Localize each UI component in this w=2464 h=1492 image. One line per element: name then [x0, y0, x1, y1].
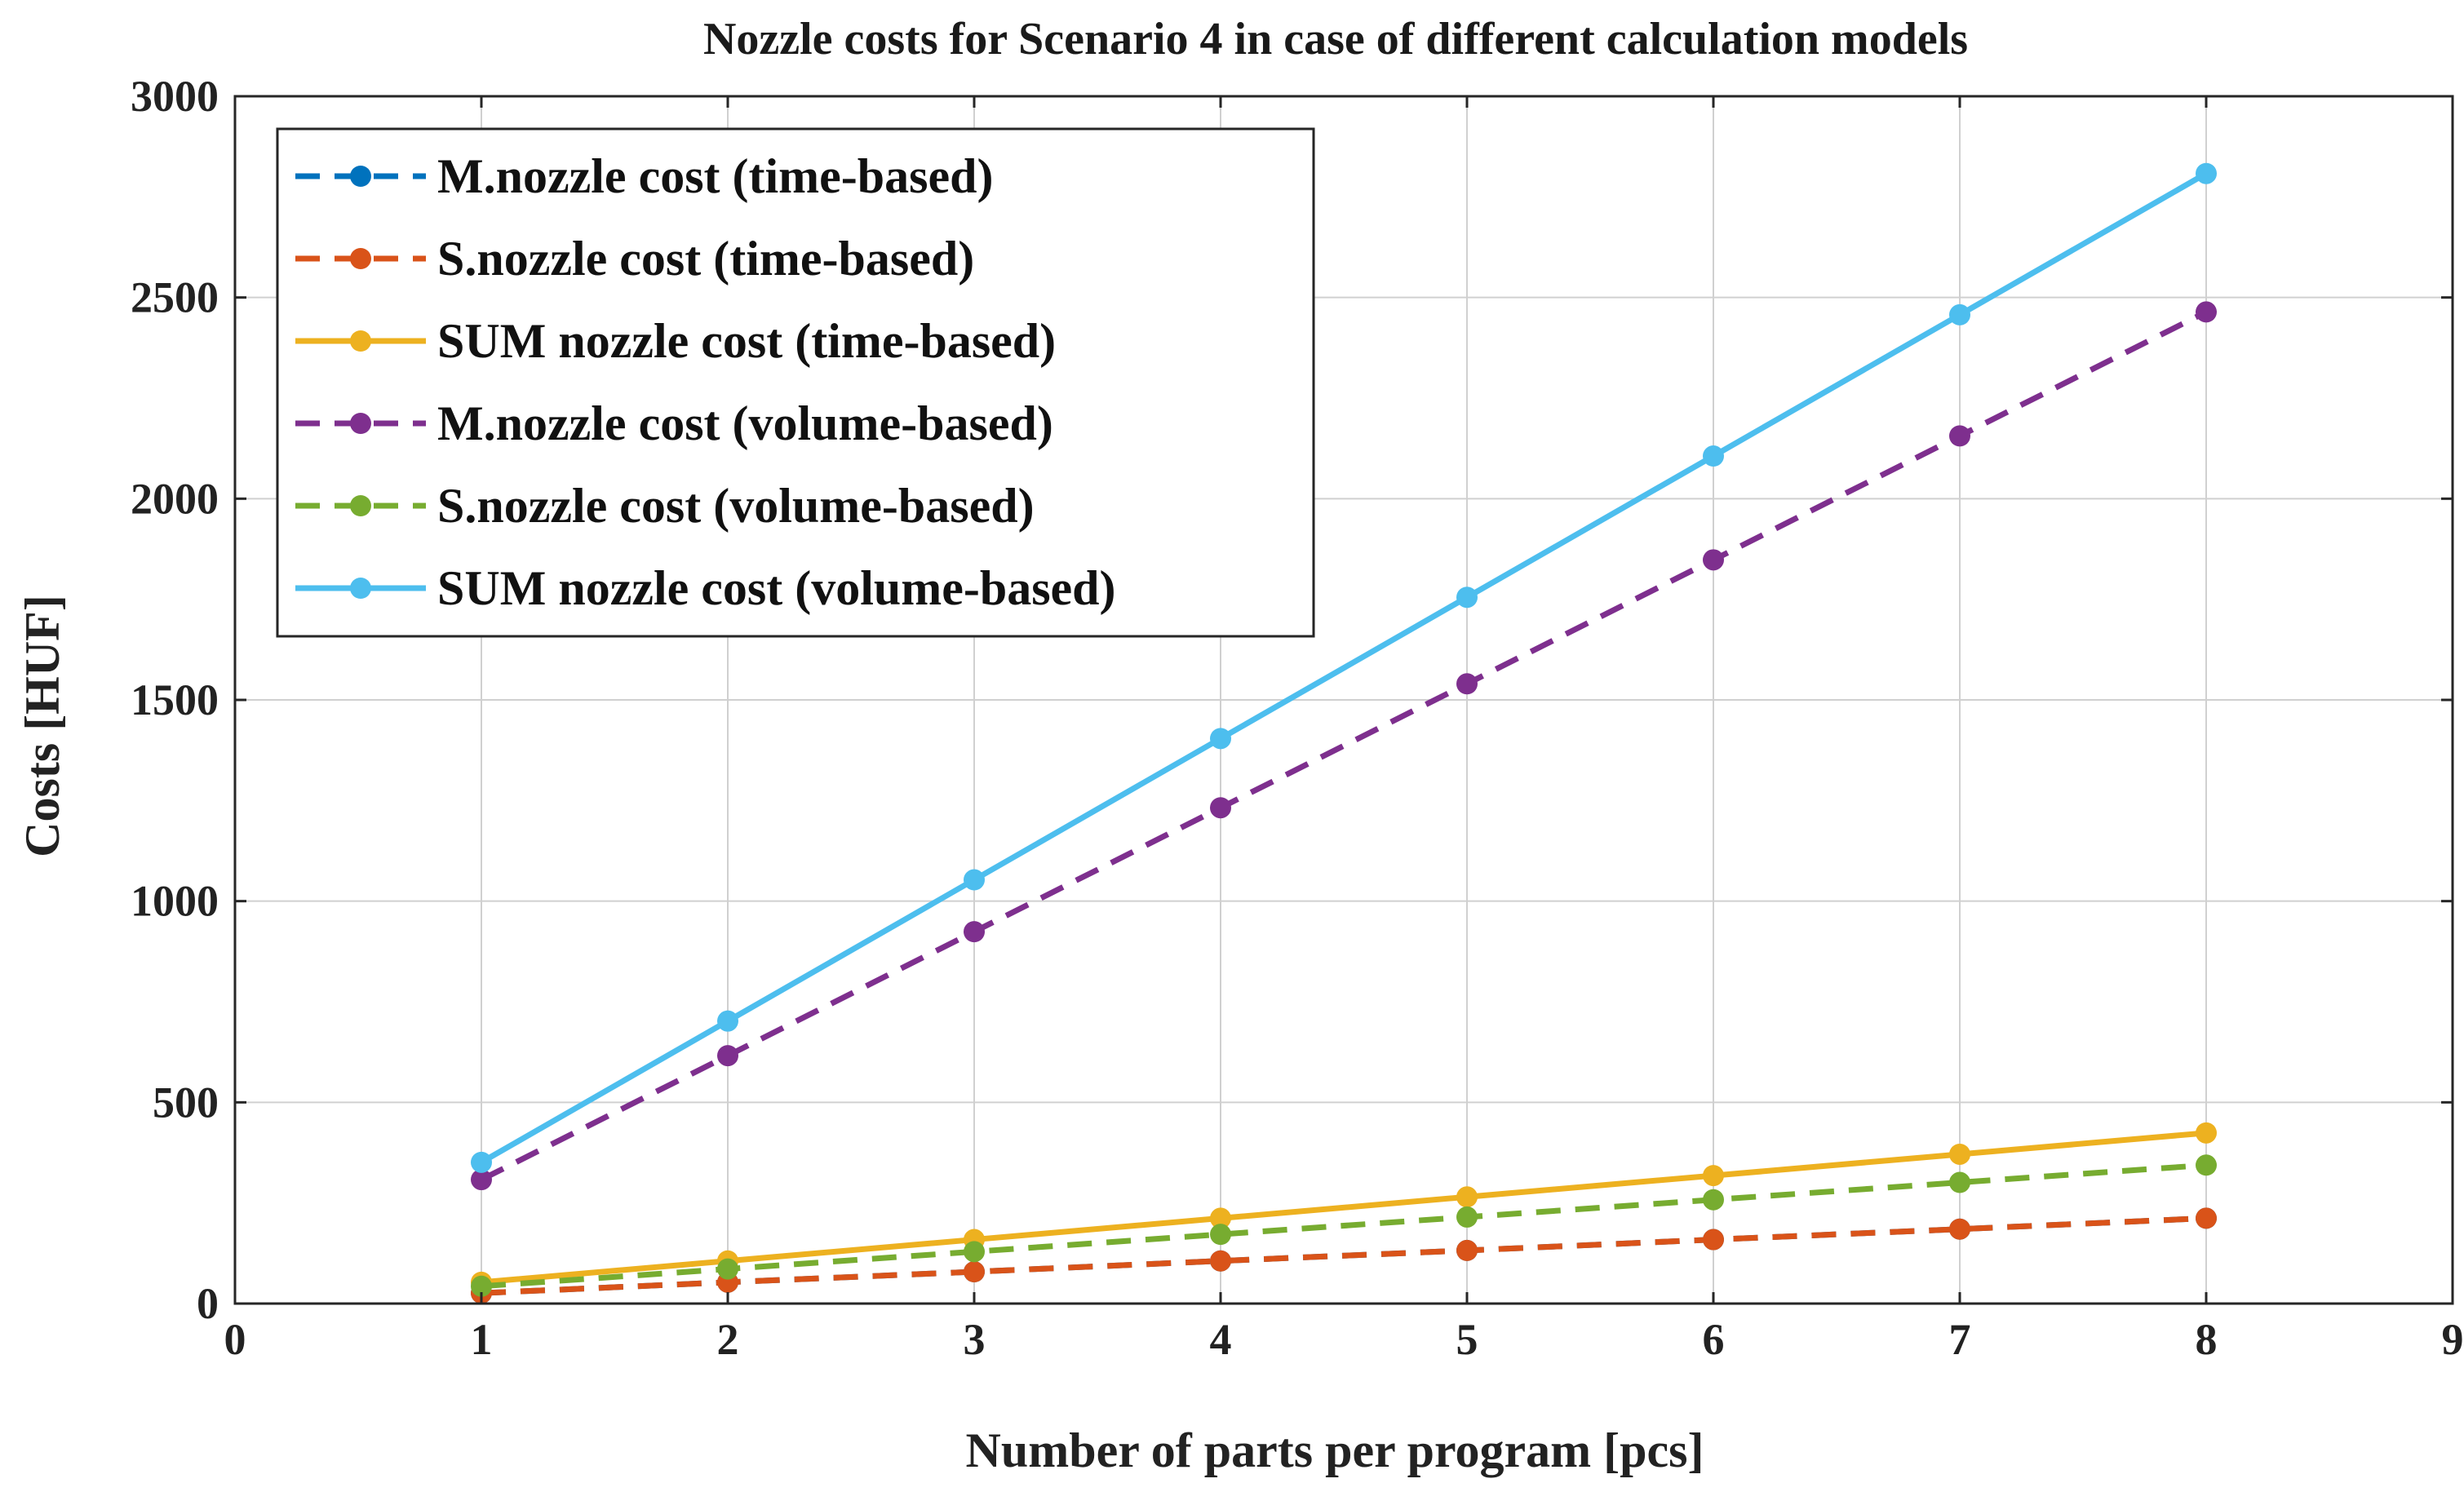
data-point-3-0: [471, 1169, 492, 1191]
series-5: [471, 162, 2217, 1173]
x-axis-label: Number of parts per program [pcs]: [966, 1423, 1704, 1477]
y-axis-label: Costs [HUF]: [16, 595, 69, 857]
data-point-3-3: [1210, 797, 1231, 819]
y-tick-label-0: 0: [197, 1279, 219, 1328]
data-point-3-4: [1456, 673, 1478, 695]
data-point-1-3: [1210, 1250, 1231, 1272]
series-line-2: [481, 1130, 2207, 1286]
x-tick-label-2: 2: [717, 1315, 739, 1364]
data-point-4-1: [717, 1258, 738, 1280]
data-point-1-4: [1456, 1239, 1478, 1261]
series-line-5: [480, 170, 2208, 1165]
data-point-3-7: [2196, 301, 2217, 323]
data-point-5-7: [2196, 162, 2217, 184]
x-tick-label-6: 6: [1703, 1315, 1725, 1364]
y-tick-label-6: 3000: [131, 72, 219, 121]
x-tick-label-9: 9: [2442, 1315, 2464, 1364]
data-point-3-1: [717, 1045, 738, 1067]
legend-label-5: SUM nozzle cost (volume-based): [437, 561, 1116, 615]
series-layer: [471, 162, 2217, 1304]
x-tick-label-4: 4: [1210, 1315, 1232, 1364]
data-point-4-0: [471, 1275, 492, 1297]
data-point-2-7: [2196, 1122, 2217, 1144]
data-point-2-4: [1456, 1186, 1478, 1208]
data-point-4-5: [1703, 1189, 1724, 1211]
chart-title: Nozzle costs for Scenario 4 in case of d…: [703, 14, 1968, 64]
data-point-1-5: [1703, 1229, 1724, 1251]
data-point-4-6: [1949, 1171, 1970, 1193]
series-line-3: [480, 309, 2208, 1183]
x-tick-label-5: 5: [1456, 1315, 1478, 1364]
legend-label-3: M.nozzle cost (volume-based): [437, 396, 1053, 450]
data-point-5-0: [471, 1151, 492, 1173]
data-point-4-7: [2196, 1154, 2217, 1176]
data-point-5-3: [1210, 728, 1231, 750]
legend-label-4: S.nozzle cost (volume-based): [437, 479, 1035, 533]
data-point-5-1: [717, 1010, 738, 1032]
data-point-1-2: [964, 1261, 985, 1283]
data-point-4-4: [1456, 1206, 1478, 1228]
data-point-1-7: [2196, 1207, 2217, 1229]
data-point-4-3: [1210, 1224, 1231, 1246]
x-tick-label-3: 3: [964, 1315, 986, 1364]
y-tick-label-2: 1000: [131, 877, 219, 926]
legend-marker-5: [350, 578, 371, 599]
data-point-2-6: [1949, 1143, 1970, 1165]
x-tick-label-0: 0: [224, 1315, 246, 1364]
series-line-1: [481, 1215, 2207, 1296]
series-4: [471, 1154, 2217, 1297]
legend-marker-2: [350, 330, 371, 352]
y-tick-label-3: 1500: [131, 675, 219, 724]
series-line-4: [481, 1162, 2207, 1290]
legend-box: [276, 127, 1315, 638]
y-tick-label-1: 500: [153, 1078, 219, 1127]
x-tick-label-8: 8: [2196, 1315, 2218, 1364]
legend-label-1: S.nozzle cost (time-based): [437, 232, 974, 286]
legend-marker-0: [350, 166, 371, 187]
legend-marker-1: [350, 248, 371, 269]
x-tick-label-1: 1: [471, 1315, 493, 1364]
data-point-5-2: [964, 869, 985, 891]
data-point-4-2: [964, 1241, 985, 1263]
legend-label-0: M.nozzle cost (time-based): [437, 149, 993, 203]
legend: M.nozzle cost (time-based) S.nozzle cost …: [276, 127, 1315, 638]
legend-marker-4: [350, 495, 371, 516]
data-point-5-5: [1703, 445, 1724, 467]
data-point-3-2: [964, 921, 985, 943]
data-point-2-5: [1703, 1165, 1724, 1187]
y-tick-label-5: 2500: [131, 273, 219, 322]
data-point-5-6: [1949, 303, 1970, 325]
data-point-3-5: [1703, 549, 1724, 571]
tick-labels: 0 1 2 3 4 5 6 7 8 9 0 500 1000 1500 2000 2500 3000: [131, 72, 2464, 1364]
y-tick-label-4: 2000: [131, 474, 219, 523]
x-tick-label-7: 7: [1949, 1315, 1971, 1364]
legend-label-2: SUM nozzle cost (time-based): [437, 314, 1056, 368]
data-point-5-4: [1456, 587, 1478, 609]
data-point-1-6: [1949, 1218, 1970, 1240]
series-3: [471, 301, 2217, 1191]
data-point-3-6: [1949, 425, 1970, 447]
data-point-2-3: [1210, 1207, 1231, 1229]
legend-marker-3: [350, 413, 371, 434]
